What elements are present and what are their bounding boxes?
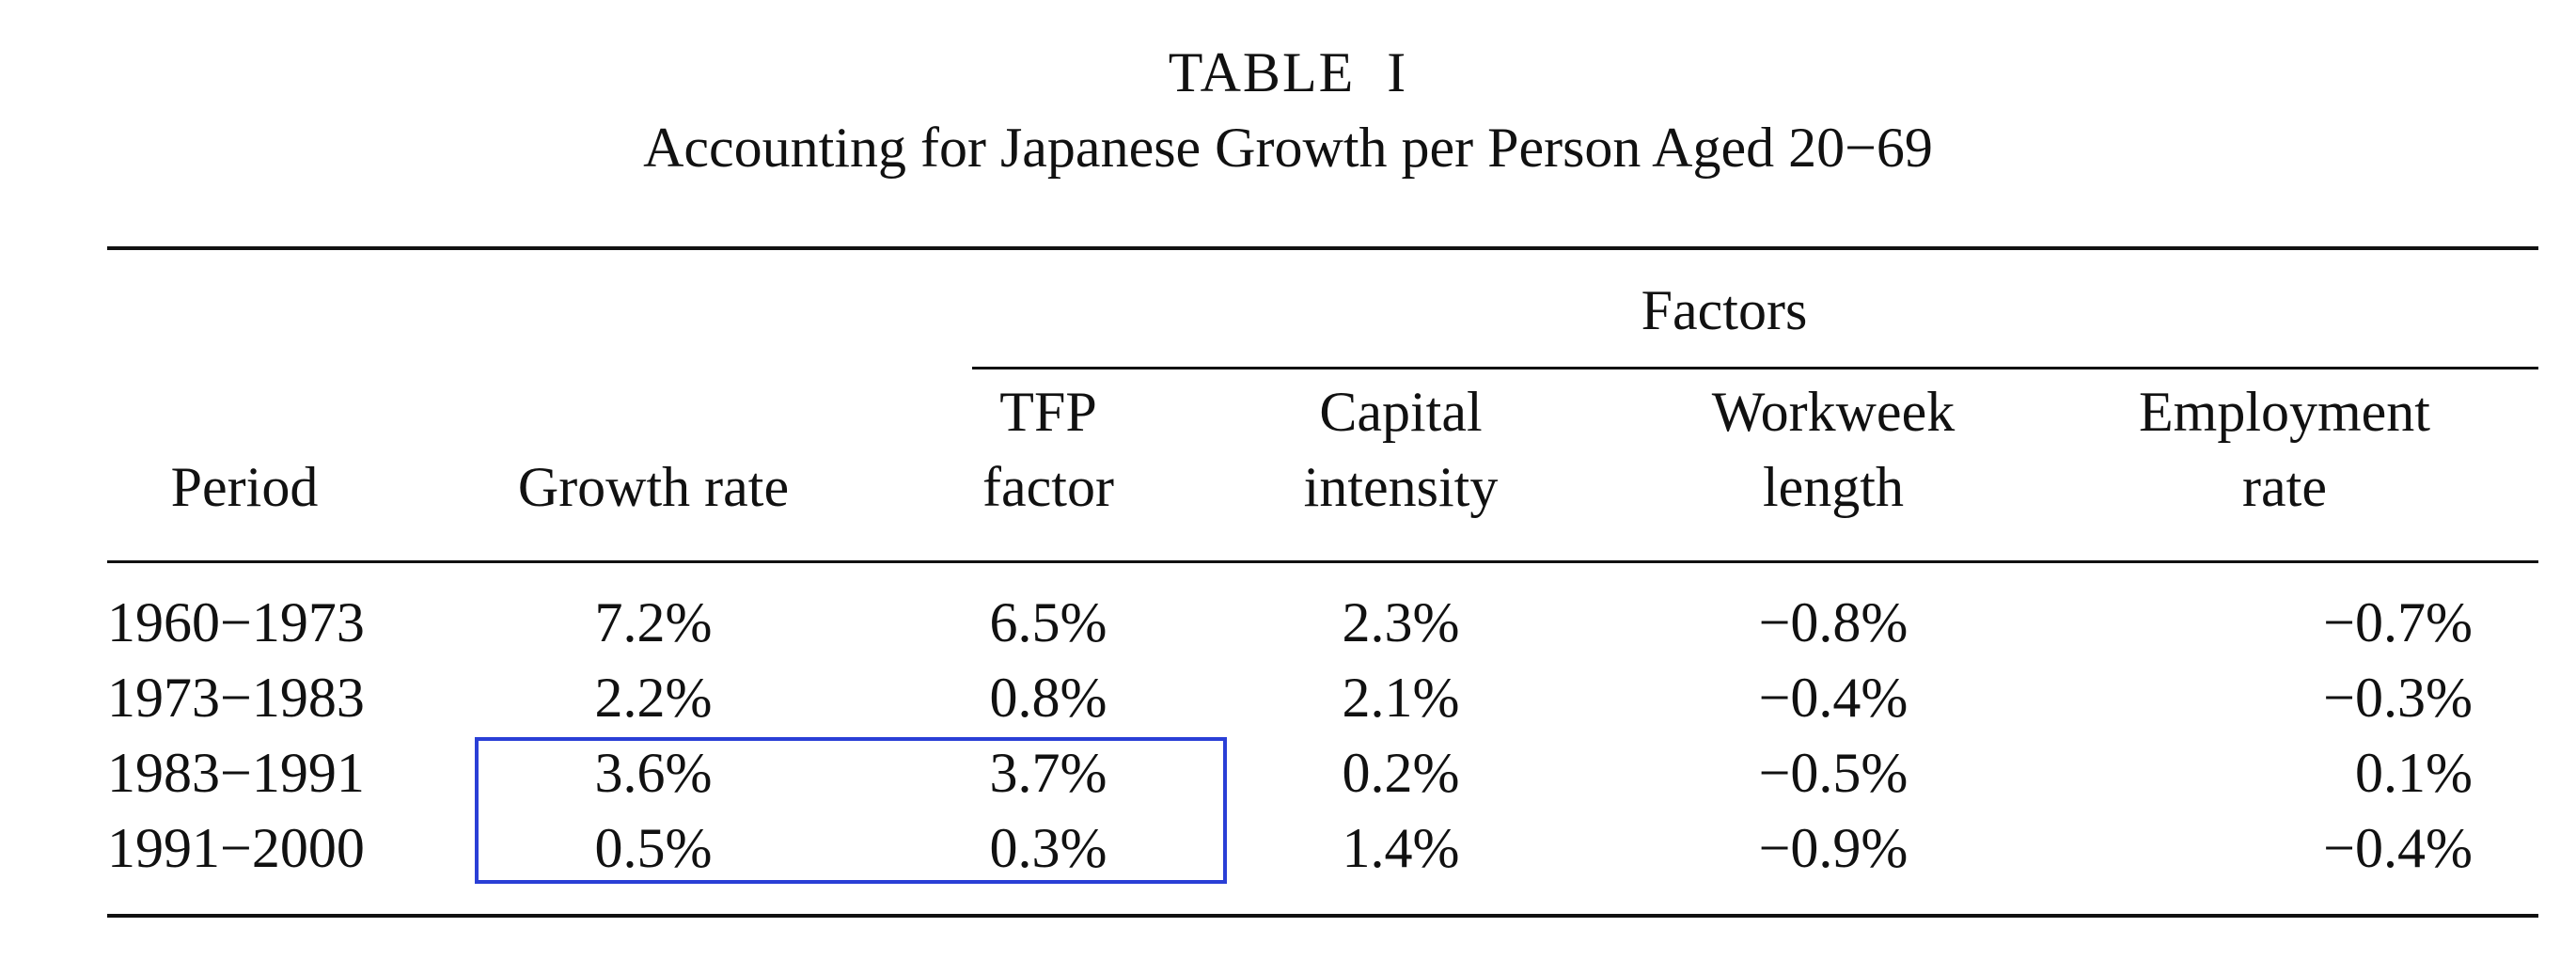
- bottom-rule: [107, 914, 2538, 918]
- period-cell: 1973−1983: [107, 667, 365, 729]
- header-growth-rate: Growth rate: [517, 456, 790, 518]
- period-cell: 1991−2000: [107, 817, 365, 879]
- growth-cell: 7.2%: [594, 591, 713, 653]
- top-rule: [107, 246, 2538, 250]
- header-capital-line2: intensity: [1303, 456, 1499, 518]
- workweek-cell: −0.4%: [1758, 667, 1908, 729]
- employment-cell: 0.1%: [2355, 742, 2473, 804]
- header-tfp-line2: factor: [982, 456, 1114, 518]
- header-tfp-line1: TFP: [999, 381, 1097, 443]
- header-employment-line1: Employment: [2139, 381, 2430, 443]
- workweek-cell: −0.9%: [1758, 817, 1908, 879]
- factors-rule: [972, 367, 2538, 369]
- table-subtitle: Accounting for Japanese Growth per Perso…: [643, 117, 1933, 179]
- tfp-cell: 0.3%: [989, 817, 1107, 879]
- header-capital-line1: Capital: [1319, 381, 1483, 443]
- growth-cell: 2.2%: [594, 667, 713, 729]
- table-title: TABLE I: [1168, 41, 1408, 103]
- workweek-cell: −0.5%: [1758, 742, 1908, 804]
- header-period: Period: [170, 456, 319, 518]
- factors-group-header: Factors: [1641, 279, 1808, 341]
- period-cell: 1960−1973: [107, 591, 365, 653]
- capital-cell: 1.4%: [1342, 817, 1460, 879]
- employment-cell: −0.7%: [2323, 591, 2473, 653]
- capital-cell: 0.2%: [1342, 742, 1460, 804]
- growth-cell: 0.5%: [594, 817, 713, 879]
- header-rule: [107, 560, 2538, 563]
- header-employment-line2: rate: [2242, 456, 2327, 518]
- header-workweek-line2: length: [1763, 456, 1904, 518]
- highlight-box: [475, 737, 1227, 884]
- tfp-cell: 6.5%: [989, 591, 1107, 653]
- employment-cell: −0.4%: [2323, 817, 2473, 879]
- tfp-cell: 3.7%: [989, 742, 1107, 804]
- period-cell: 1983−1991: [107, 742, 365, 804]
- employment-cell: −0.3%: [2323, 667, 2473, 729]
- capital-cell: 2.3%: [1342, 591, 1460, 653]
- workweek-cell: −0.8%: [1758, 591, 1908, 653]
- growth-cell: 3.6%: [594, 742, 713, 804]
- capital-cell: 2.1%: [1342, 667, 1460, 729]
- header-workweek-line1: Workweek: [1711, 381, 1956, 443]
- tfp-cell: 0.8%: [989, 667, 1107, 729]
